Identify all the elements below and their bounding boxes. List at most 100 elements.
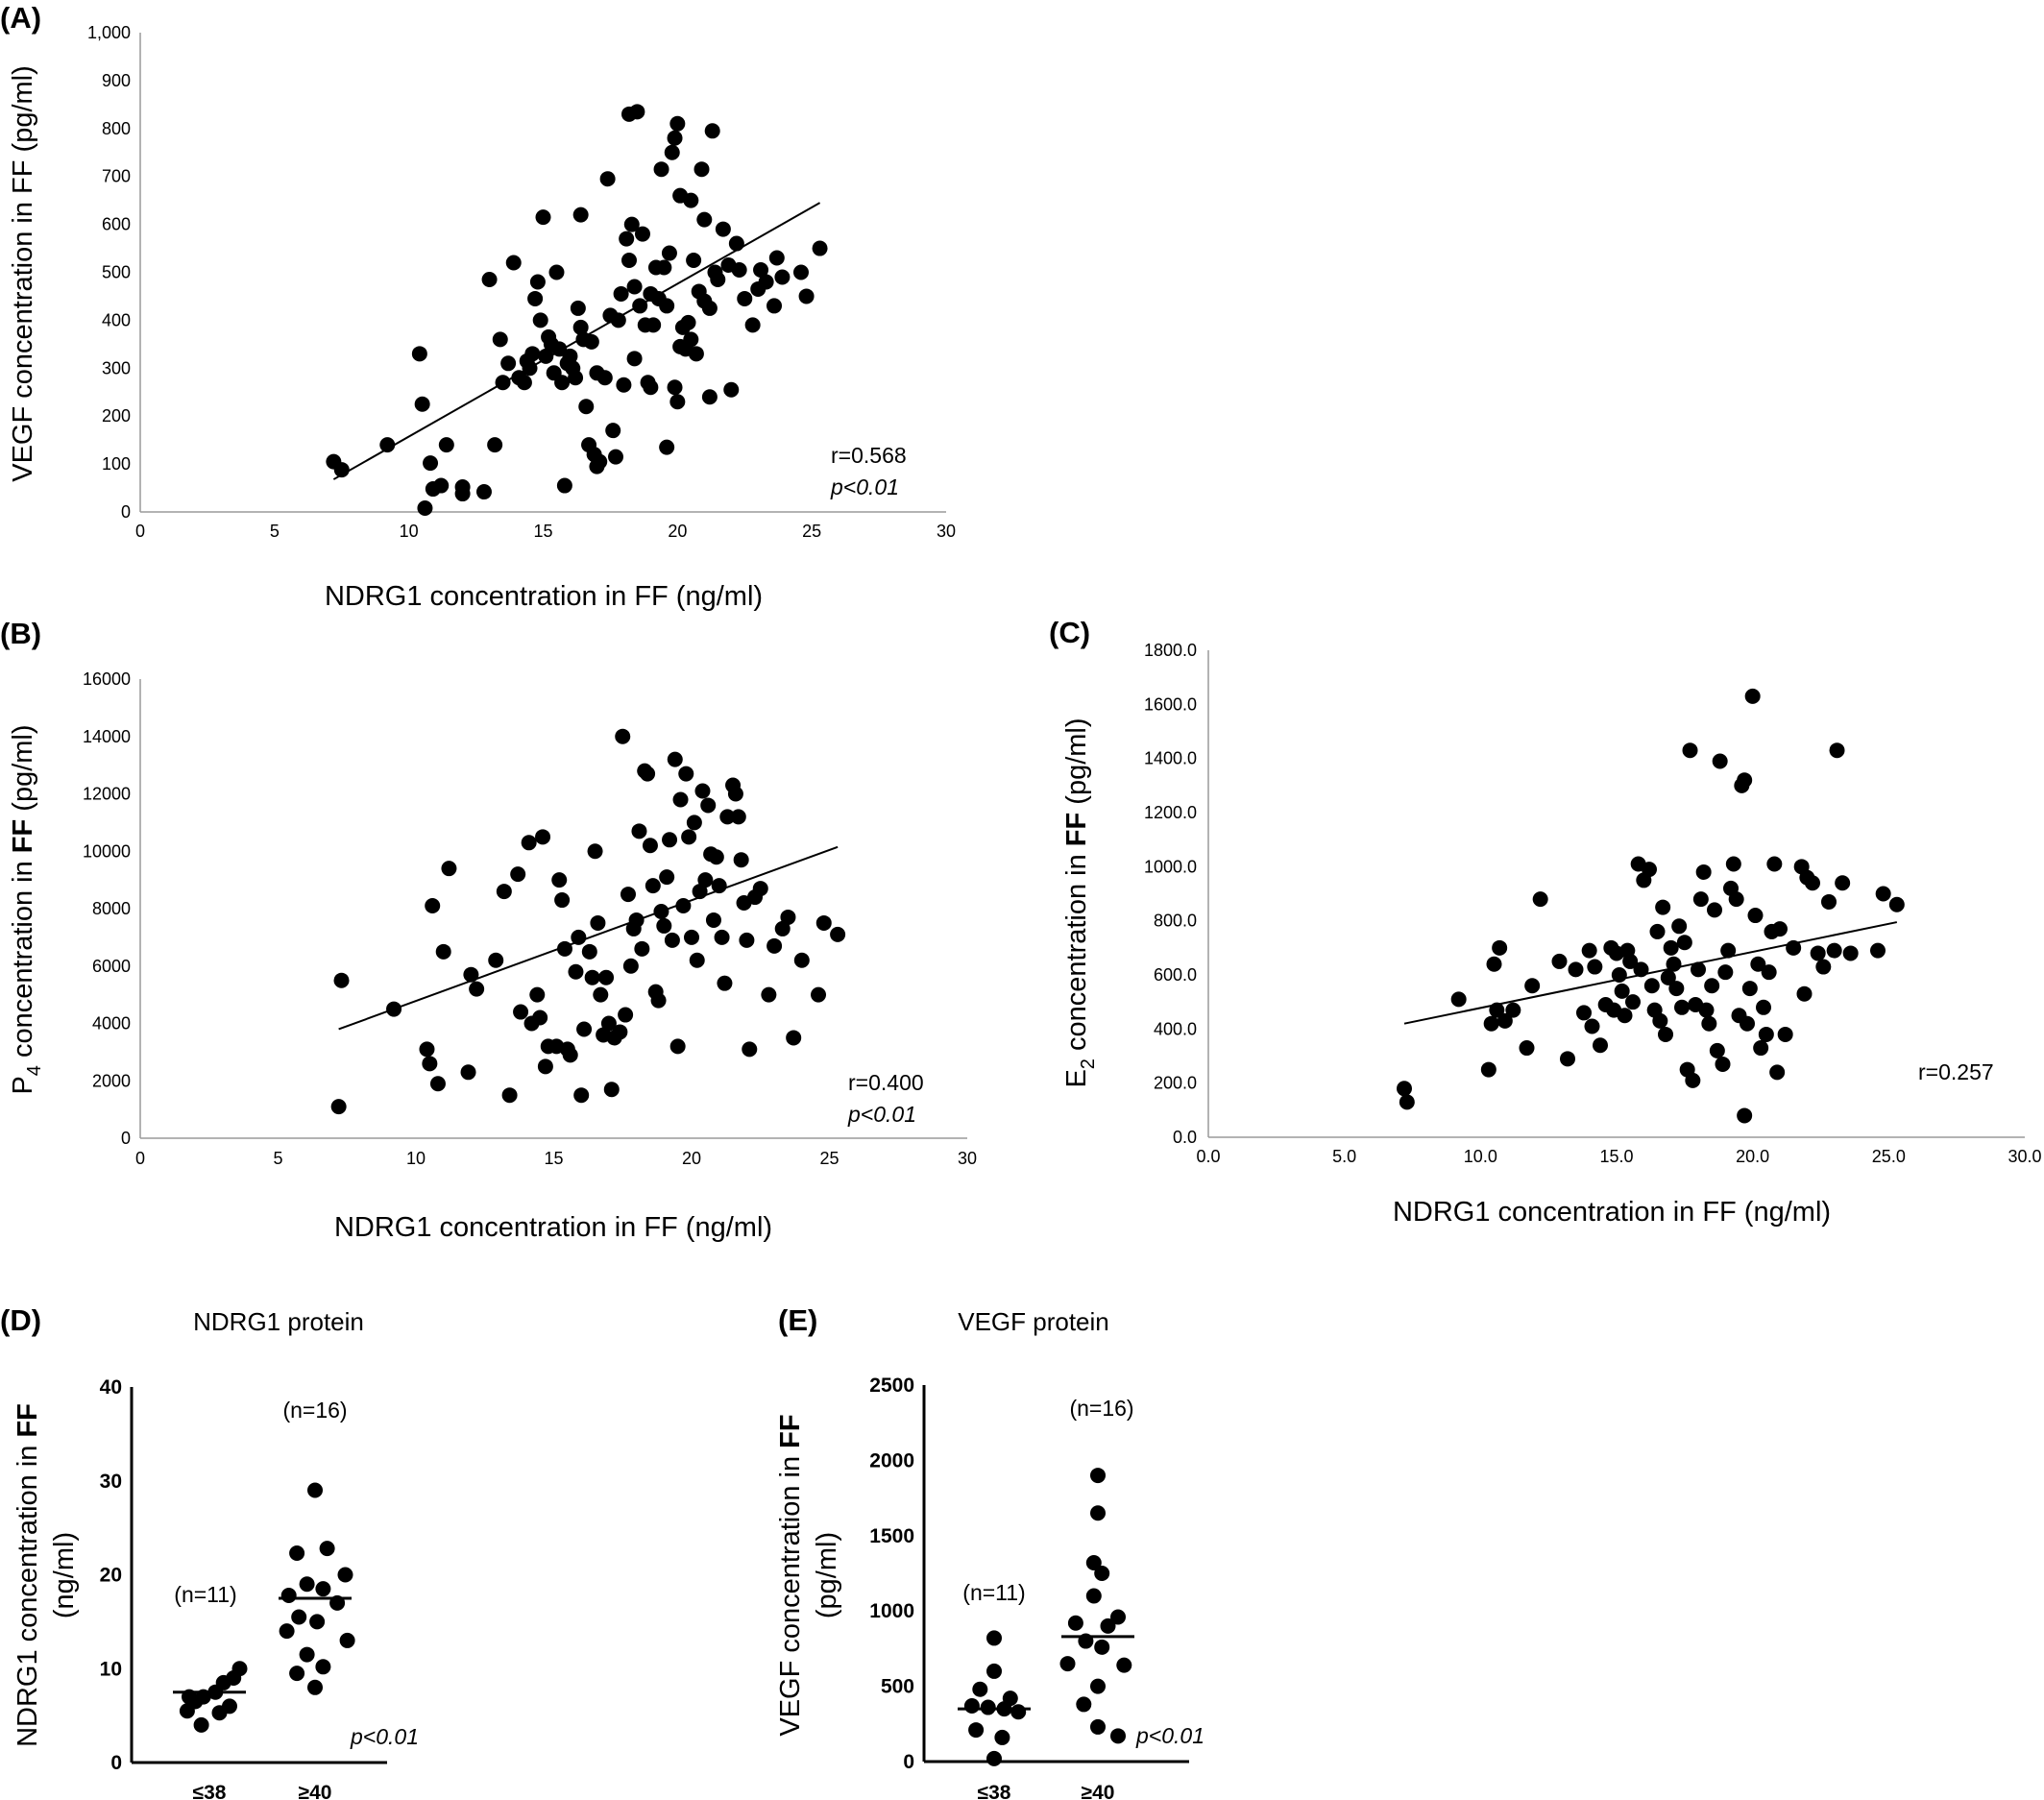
data-point-a bbox=[623, 216, 640, 232]
panel-a: (A) 0 100 200 300 400 500 600 700 800 900 1,000 0 5… bbox=[0, 1, 956, 612]
y-tick-label-e: 1500 bbox=[869, 1525, 914, 1547]
data-point-c bbox=[1888, 896, 1905, 912]
data-point-c bbox=[1584, 1018, 1600, 1034]
data-point-a bbox=[634, 226, 650, 242]
data-point-b bbox=[590, 914, 606, 931]
x-tick-label-b: 25 bbox=[819, 1149, 839, 1168]
data-point-c bbox=[1496, 1012, 1513, 1029]
data-point-c bbox=[1524, 978, 1541, 994]
data-point-c bbox=[1741, 981, 1758, 997]
data-point-b bbox=[793, 952, 810, 968]
data-point-a bbox=[596, 370, 613, 386]
y-axis-label-d-line1: NDRG1 concentration in FF bbox=[12, 1403, 43, 1747]
data-point-c bbox=[1829, 742, 1845, 759]
y-tick-label-a: 400 bbox=[102, 310, 131, 329]
data-point-c bbox=[1725, 856, 1741, 872]
y-tick-labels-c: 0.0 200.0 400.0 600.0 800.0 1000.0 1200.0 1400.… bbox=[1144, 641, 1197, 1147]
data-point-b bbox=[631, 823, 647, 839]
data-point-b bbox=[640, 766, 656, 782]
data-point-c bbox=[1593, 1037, 1608, 1054]
data-point-b bbox=[612, 1024, 628, 1040]
data-point-b bbox=[675, 898, 692, 914]
data-point-d bbox=[299, 1576, 315, 1593]
data-point-c bbox=[1753, 1040, 1769, 1057]
data-point-a bbox=[610, 312, 626, 328]
data-point-e bbox=[972, 1681, 988, 1697]
data-point-b bbox=[727, 786, 743, 802]
x-axis-label-c: NDRG1 concentration in FF (ng/ml) bbox=[1393, 1197, 1831, 1228]
y-axis-label-c: E2 concentration in FF (pg/ml) bbox=[1061, 718, 1099, 1087]
data-point-a bbox=[616, 377, 632, 393]
data-point-b bbox=[618, 1007, 634, 1023]
data-point-b bbox=[419, 1041, 435, 1058]
data-point-b bbox=[469, 981, 485, 997]
data-point-b bbox=[521, 835, 537, 851]
data-point-b bbox=[697, 872, 714, 888]
data-point-b bbox=[662, 832, 678, 848]
data-point-c bbox=[1821, 893, 1837, 910]
data-point-a bbox=[620, 253, 637, 269]
data-point-c bbox=[1399, 1094, 1415, 1110]
data-point-d bbox=[280, 1588, 297, 1604]
panel-d: (D) NDRG1 protein 0 10 20 30 40 ≤38 ≥40 (n=1… bbox=[0, 1303, 419, 1800]
data-point-a bbox=[605, 423, 621, 439]
p-value-e: p<0.01 bbox=[1135, 1723, 1204, 1748]
data-point-a bbox=[753, 262, 769, 279]
data-point-d bbox=[339, 1632, 355, 1648]
data-point-a bbox=[694, 161, 710, 178]
data-point-b bbox=[501, 1087, 518, 1104]
data-point-e bbox=[986, 1630, 1002, 1646]
data-point-c bbox=[1715, 1056, 1731, 1072]
data-point-b bbox=[556, 940, 572, 957]
data-point-b bbox=[441, 861, 457, 877]
data-point-a bbox=[379, 437, 396, 453]
data-point-a bbox=[664, 144, 680, 160]
data-point-e bbox=[1067, 1615, 1083, 1631]
data-point-b bbox=[513, 1004, 529, 1020]
data-point-b bbox=[689, 952, 705, 968]
data-point-e bbox=[1010, 1704, 1027, 1720]
data-point-c bbox=[1712, 753, 1728, 769]
data-point-c bbox=[1663, 939, 1679, 956]
data-point-d bbox=[315, 1659, 331, 1675]
trendline-c bbox=[1403, 921, 1898, 1025]
y-tick-label-e: 2000 bbox=[869, 1449, 914, 1472]
data-point-a bbox=[704, 123, 720, 139]
data-point-e bbox=[1085, 1555, 1102, 1571]
data-point-c bbox=[1649, 923, 1666, 939]
median-lines-e bbox=[958, 1635, 1134, 1711]
data-point-a bbox=[505, 255, 522, 271]
data-point-c bbox=[1805, 875, 1820, 891]
data-point-c bbox=[1761, 964, 1777, 981]
data-point-a bbox=[599, 171, 616, 187]
data-point-a bbox=[495, 375, 511, 391]
data-point-b bbox=[628, 912, 645, 928]
data-point-a bbox=[562, 348, 578, 364]
data-point-b bbox=[830, 926, 846, 942]
data-point-c bbox=[1698, 1002, 1715, 1018]
data-point-a bbox=[774, 269, 791, 285]
data-point-b bbox=[667, 751, 683, 767]
p-value-a: p<0.01 bbox=[830, 474, 899, 499]
panel-letter-c: (C) bbox=[1049, 616, 1090, 649]
data-point-c bbox=[1704, 978, 1720, 994]
data-point-a bbox=[731, 262, 747, 279]
data-point-c bbox=[1551, 953, 1568, 969]
panel-letter-d: (D) bbox=[0, 1303, 41, 1337]
data-point-c bbox=[1692, 891, 1709, 908]
data-point-b bbox=[684, 929, 699, 945]
y-tick-label-c: 200.0 bbox=[1154, 1074, 1197, 1093]
data-point-c bbox=[1875, 886, 1891, 902]
x-tick-label-c: 0.0 bbox=[1196, 1147, 1220, 1166]
data-point-c bbox=[1560, 1051, 1575, 1067]
y-tick-label-a: 900 bbox=[102, 71, 131, 90]
y-tick-label-a: 1,000 bbox=[87, 23, 131, 42]
y-tick-label-d: 30 bbox=[100, 1471, 122, 1493]
data-point-d bbox=[231, 1661, 248, 1677]
category-label-e-1: ≥40 bbox=[1082, 1782, 1115, 1800]
data-point-a bbox=[710, 271, 726, 287]
y-axis-label-a: VEGF concentration in FF (pg/ml) bbox=[8, 65, 38, 482]
data-point-e bbox=[986, 1663, 1002, 1679]
data-point-a bbox=[572, 207, 589, 223]
data-point-e bbox=[1100, 1618, 1116, 1634]
